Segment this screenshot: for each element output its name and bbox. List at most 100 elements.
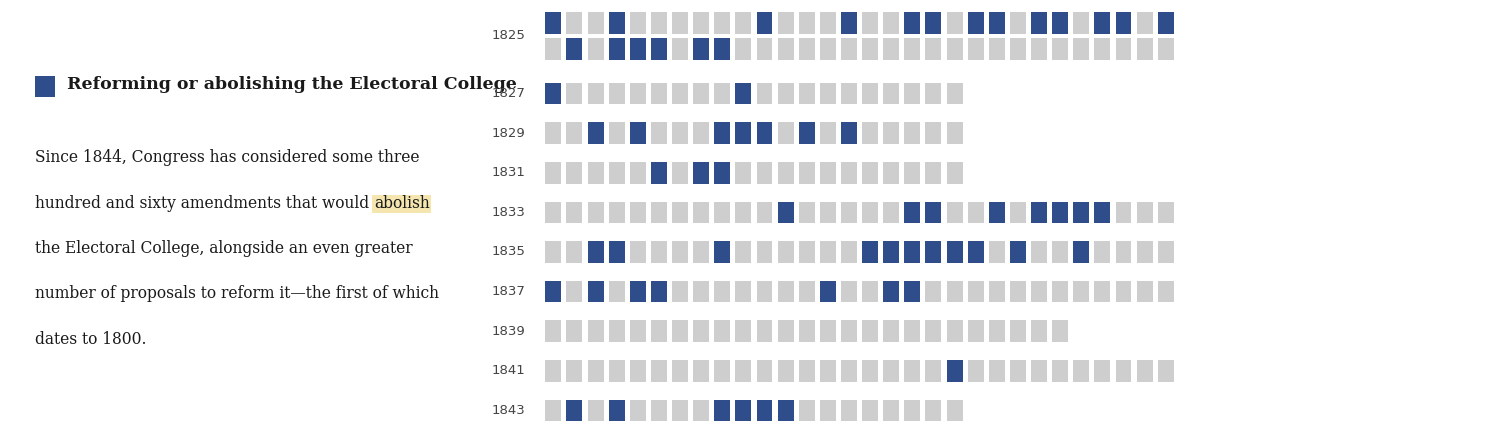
FancyBboxPatch shape	[735, 13, 752, 34]
FancyBboxPatch shape	[1010, 241, 1026, 263]
Text: 1841: 1841	[492, 364, 525, 377]
FancyBboxPatch shape	[756, 281, 772, 302]
FancyBboxPatch shape	[1052, 321, 1068, 342]
FancyBboxPatch shape	[609, 162, 624, 184]
FancyBboxPatch shape	[904, 400, 921, 421]
FancyBboxPatch shape	[630, 122, 645, 144]
FancyBboxPatch shape	[714, 400, 730, 421]
FancyBboxPatch shape	[714, 360, 730, 381]
FancyBboxPatch shape	[904, 321, 921, 342]
FancyBboxPatch shape	[567, 321, 582, 342]
FancyBboxPatch shape	[1030, 360, 1047, 381]
FancyBboxPatch shape	[651, 360, 668, 381]
FancyBboxPatch shape	[651, 83, 668, 105]
FancyBboxPatch shape	[693, 241, 709, 263]
FancyBboxPatch shape	[884, 281, 898, 302]
FancyBboxPatch shape	[904, 83, 921, 105]
FancyBboxPatch shape	[630, 241, 645, 263]
FancyBboxPatch shape	[756, 13, 772, 34]
FancyBboxPatch shape	[546, 241, 561, 263]
FancyBboxPatch shape	[546, 162, 561, 184]
FancyBboxPatch shape	[1158, 13, 1173, 34]
FancyBboxPatch shape	[884, 202, 898, 223]
FancyBboxPatch shape	[756, 321, 772, 342]
FancyBboxPatch shape	[735, 321, 752, 342]
FancyBboxPatch shape	[630, 38, 645, 60]
FancyBboxPatch shape	[842, 400, 856, 421]
FancyBboxPatch shape	[609, 38, 624, 60]
FancyBboxPatch shape	[1010, 321, 1026, 342]
FancyBboxPatch shape	[926, 13, 942, 34]
FancyBboxPatch shape	[926, 83, 942, 105]
FancyBboxPatch shape	[884, 38, 898, 60]
FancyBboxPatch shape	[1052, 241, 1068, 263]
FancyBboxPatch shape	[735, 400, 752, 421]
FancyBboxPatch shape	[842, 38, 856, 60]
FancyBboxPatch shape	[372, 195, 430, 213]
FancyBboxPatch shape	[862, 400, 877, 421]
FancyBboxPatch shape	[672, 83, 688, 105]
FancyBboxPatch shape	[1030, 202, 1047, 223]
FancyBboxPatch shape	[904, 122, 921, 144]
FancyBboxPatch shape	[842, 162, 856, 184]
FancyBboxPatch shape	[777, 241, 794, 263]
Text: Reforming or abolishing the Electoral College: Reforming or abolishing the Electoral Co…	[68, 76, 518, 93]
FancyBboxPatch shape	[1052, 281, 1068, 302]
FancyBboxPatch shape	[735, 360, 752, 381]
FancyBboxPatch shape	[1030, 13, 1047, 34]
FancyBboxPatch shape	[693, 202, 709, 223]
Text: hundred and sixty amendments that would: hundred and sixty amendments that would	[34, 194, 374, 212]
FancyBboxPatch shape	[821, 122, 836, 144]
FancyBboxPatch shape	[1158, 360, 1173, 381]
FancyBboxPatch shape	[714, 13, 730, 34]
FancyBboxPatch shape	[672, 400, 688, 421]
FancyBboxPatch shape	[1116, 281, 1131, 302]
FancyBboxPatch shape	[1052, 360, 1068, 381]
FancyBboxPatch shape	[546, 321, 561, 342]
FancyBboxPatch shape	[1010, 38, 1026, 60]
FancyBboxPatch shape	[968, 281, 984, 302]
FancyBboxPatch shape	[777, 281, 794, 302]
FancyBboxPatch shape	[1116, 13, 1131, 34]
FancyBboxPatch shape	[1158, 241, 1173, 263]
FancyBboxPatch shape	[714, 122, 730, 144]
FancyBboxPatch shape	[1137, 241, 1152, 263]
FancyBboxPatch shape	[714, 38, 730, 60]
FancyBboxPatch shape	[588, 38, 603, 60]
FancyBboxPatch shape	[630, 83, 645, 105]
FancyBboxPatch shape	[672, 162, 688, 184]
FancyBboxPatch shape	[651, 122, 668, 144]
FancyBboxPatch shape	[800, 360, 814, 381]
FancyBboxPatch shape	[567, 400, 582, 421]
FancyBboxPatch shape	[714, 241, 730, 263]
FancyBboxPatch shape	[546, 38, 561, 60]
FancyBboxPatch shape	[1030, 321, 1047, 342]
FancyBboxPatch shape	[968, 321, 984, 342]
FancyBboxPatch shape	[693, 83, 709, 105]
FancyBboxPatch shape	[609, 13, 624, 34]
Text: 1827: 1827	[490, 87, 525, 100]
FancyBboxPatch shape	[800, 122, 814, 144]
FancyBboxPatch shape	[1074, 360, 1089, 381]
FancyBboxPatch shape	[904, 202, 921, 223]
FancyBboxPatch shape	[756, 202, 772, 223]
FancyBboxPatch shape	[926, 38, 942, 60]
FancyBboxPatch shape	[714, 281, 730, 302]
FancyBboxPatch shape	[884, 122, 898, 144]
FancyBboxPatch shape	[630, 162, 645, 184]
FancyBboxPatch shape	[1052, 38, 1068, 60]
FancyBboxPatch shape	[693, 122, 709, 144]
FancyBboxPatch shape	[588, 241, 603, 263]
FancyBboxPatch shape	[1137, 360, 1152, 381]
FancyBboxPatch shape	[988, 13, 1005, 34]
FancyBboxPatch shape	[567, 281, 582, 302]
FancyBboxPatch shape	[546, 281, 561, 302]
FancyBboxPatch shape	[1052, 13, 1068, 34]
FancyBboxPatch shape	[672, 13, 688, 34]
FancyBboxPatch shape	[777, 202, 794, 223]
FancyBboxPatch shape	[672, 122, 688, 144]
Text: 1825: 1825	[490, 29, 525, 42]
FancyBboxPatch shape	[1095, 360, 1110, 381]
FancyBboxPatch shape	[946, 38, 963, 60]
FancyBboxPatch shape	[842, 122, 856, 144]
